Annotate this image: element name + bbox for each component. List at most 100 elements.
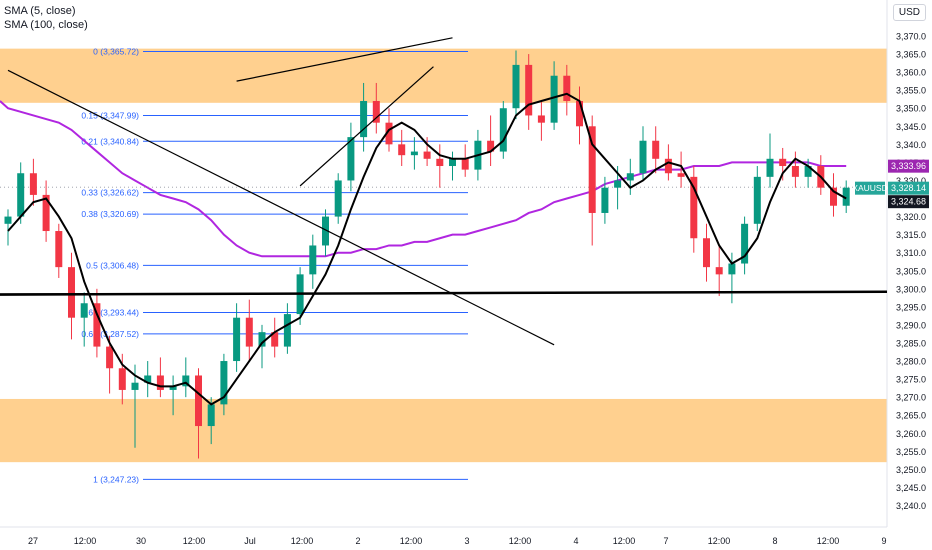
candle[interactable] — [4, 216, 12, 224]
y-tick-label: 3,255.0 — [896, 447, 926, 457]
candle[interactable] — [156, 375, 164, 390]
candle[interactable] — [29, 173, 37, 195]
y-tick-label: 3,305.0 — [896, 266, 926, 276]
candle[interactable] — [753, 176, 761, 224]
trend-line[interactable] — [7, 69, 555, 346]
y-tick-label: 3,310.0 — [896, 248, 926, 258]
candle[interactable] — [258, 332, 266, 347]
candle[interactable] — [17, 173, 25, 217]
candle[interactable] — [499, 108, 507, 152]
candle[interactable] — [169, 386, 177, 390]
candle[interactable] — [385, 122, 393, 145]
candle[interactable] — [220, 361, 228, 405]
y-tick-label: 3,300.0 — [896, 284, 926, 294]
candle[interactable] — [207, 404, 215, 427]
y-tick-label: 3,245.0 — [896, 483, 926, 493]
candle[interactable] — [601, 187, 609, 213]
candle[interactable] — [360, 101, 368, 138]
candle[interactable] — [68, 267, 75, 318]
candle[interactable] — [309, 245, 317, 275]
candle[interactable] — [690, 176, 698, 239]
candle[interactable] — [588, 126, 596, 213]
trend-line[interactable] — [236, 37, 453, 82]
candle[interactable] — [461, 158, 469, 170]
candle[interactable] — [525, 64, 533, 116]
candle[interactable] — [639, 140, 647, 174]
x-tick-label: 12:00 — [708, 536, 731, 546]
symbol-tag-label: XAUUSD — [852, 183, 887, 193]
candle[interactable] — [652, 140, 660, 159]
candle[interactable] — [195, 375, 202, 427]
candle[interactable] — [233, 317, 241, 362]
candle[interactable] — [779, 158, 787, 167]
candle[interactable] — [741, 223, 749, 264]
candle[interactable] — [449, 158, 456, 167]
candle[interactable] — [563, 75, 571, 102]
y-tick-label: 3,295.0 — [896, 302, 926, 312]
candle[interactable] — [664, 158, 672, 174]
candle[interactable] — [347, 137, 355, 181]
candle[interactable] — [144, 375, 152, 383]
fib-level-label: 0.15 (3,347.99) — [81, 110, 139, 120]
candle[interactable] — [410, 151, 418, 156]
fib-level-label: 0.61 (3,293.44) — [81, 307, 139, 317]
candle[interactable] — [93, 303, 101, 347]
candle[interactable] — [614, 180, 622, 188]
candle[interactable] — [283, 314, 291, 347]
y-tick-label: 3,280.0 — [896, 357, 926, 367]
candle[interactable] — [728, 263, 736, 275]
candle[interactable] — [703, 238, 710, 268]
candle[interactable] — [550, 75, 558, 123]
y-tick-label: 3,370.0 — [896, 32, 926, 42]
x-tick-label: 2 — [355, 536, 360, 546]
y-tick-label: 3,260.0 — [896, 429, 926, 439]
sma5-legend[interactable]: SMA (5, close) — [4, 5, 76, 17]
supply-demand-zone — [0, 48, 887, 103]
sma100-legend[interactable]: SMA (100, close) — [4, 19, 88, 31]
candle[interactable] — [55, 231, 63, 268]
candle[interactable] — [182, 375, 190, 387]
y-tick-label: 3,345.0 — [896, 122, 926, 132]
candle[interactable] — [576, 101, 583, 127]
candle[interactable] — [372, 101, 380, 123]
price-tag-value: 3,324.68 — [891, 197, 926, 207]
x-tick-label: 12:00 — [291, 536, 314, 546]
sma5-line[interactable] — [7, 92, 847, 406]
x-tick-label: 12:00 — [183, 536, 206, 546]
trend-line[interactable] — [299, 66, 434, 187]
currency-button[interactable]: USD — [892, 4, 926, 21]
candle[interactable] — [131, 382, 139, 390]
support-line[interactable] — [0, 290, 888, 296]
y-tick-label: 3,275.0 — [896, 375, 926, 385]
candle[interactable] — [118, 368, 126, 390]
candle[interactable] — [245, 317, 253, 347]
candle[interactable] — [537, 115, 545, 123]
candle[interactable] — [512, 64, 520, 109]
candle[interactable] — [423, 151, 431, 159]
candle[interactable] — [791, 166, 799, 177]
x-tick-label: 30 — [136, 536, 146, 546]
candle[interactable] — [715, 267, 723, 275]
fib-level-label: 0.38 (3,320.69) — [81, 209, 139, 219]
sma100-line[interactable] — [0, 100, 847, 258]
candle[interactable] — [436, 158, 444, 167]
candle[interactable] — [80, 303, 88, 318]
candle[interactable] — [804, 166, 812, 177]
candle[interactable] — [626, 173, 634, 181]
candle[interactable] — [398, 144, 406, 156]
candle[interactable] — [334, 180, 342, 217]
candle[interactable] — [271, 332, 279, 347]
price-tag-value: 3,328.14 — [891, 183, 926, 193]
y-tick-label: 3,285.0 — [896, 338, 926, 348]
candle[interactable] — [487, 140, 495, 152]
candle[interactable] — [677, 173, 685, 177]
x-tick-label: 27 — [28, 536, 38, 546]
candle[interactable] — [766, 158, 774, 177]
candle[interactable] — [830, 187, 837, 206]
candle[interactable] — [842, 187, 850, 206]
candle[interactable] — [42, 194, 50, 232]
candle[interactable] — [106, 346, 114, 369]
indicator-legend: SMA (5, close) SMA (100, close) — [4, 4, 88, 32]
candle[interactable] — [322, 216, 329, 246]
